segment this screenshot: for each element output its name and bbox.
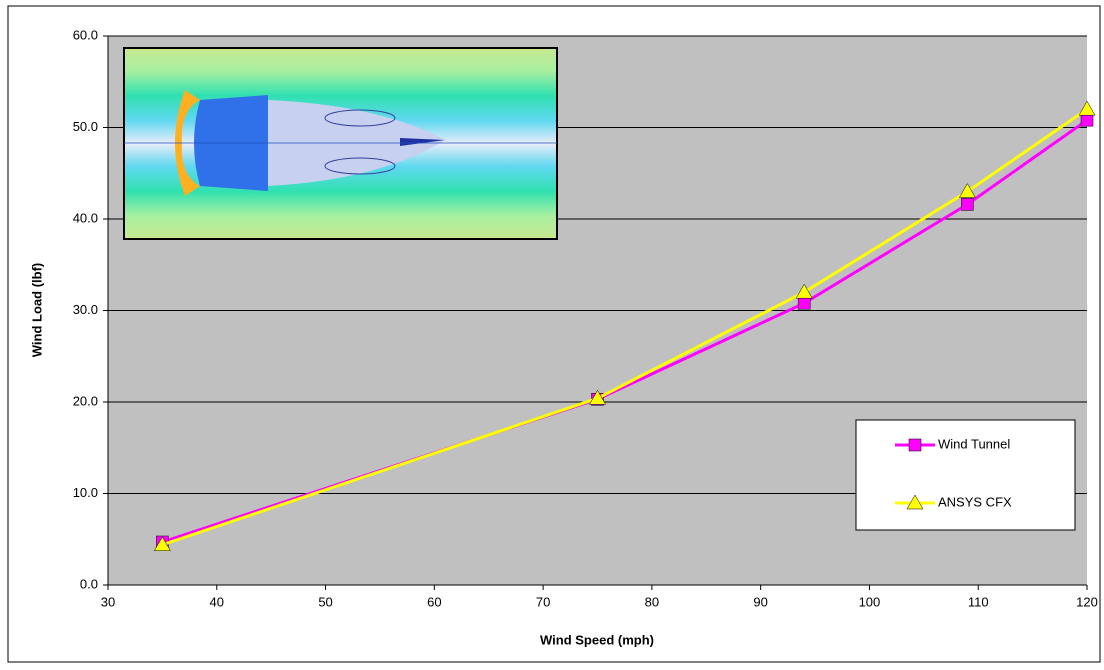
legend-marker bbox=[908, 438, 922, 452]
legend-label: Wind Tunnel bbox=[938, 436, 1010, 451]
x-tick-label: 80 bbox=[645, 594, 659, 609]
marker bbox=[589, 389, 606, 405]
y-tick-label: 30.0 bbox=[73, 302, 98, 317]
marker bbox=[958, 183, 976, 198]
y-tick-label: 0.0 bbox=[80, 576, 98, 591]
inset-wake-core bbox=[400, 138, 445, 146]
inset-vortex bbox=[324, 109, 396, 127]
marker bbox=[797, 296, 811, 310]
y-axis-label: Wind Load (lbf) bbox=[29, 263, 44, 357]
marker bbox=[153, 536, 171, 551]
y-tick-label: 10.0 bbox=[73, 485, 98, 500]
x-tick-label: 70 bbox=[536, 594, 550, 609]
x-axis-label: Wind Speed (mph) bbox=[540, 632, 654, 647]
x-tick-label: 30 bbox=[101, 594, 115, 609]
inset-vortex bbox=[324, 157, 396, 175]
x-tick-label: 120 bbox=[1076, 594, 1098, 609]
y-tick-label: 40.0 bbox=[73, 210, 98, 225]
y-tick-label: 20.0 bbox=[73, 393, 98, 408]
y-tick-label: 60.0 bbox=[73, 27, 98, 42]
x-tick-label: 60 bbox=[427, 594, 441, 609]
legend-label: ANSYS CFX bbox=[938, 494, 1012, 509]
inset-body-edge bbox=[175, 90, 200, 196]
x-tick-label: 40 bbox=[210, 594, 224, 609]
inset-image bbox=[123, 47, 558, 240]
legend bbox=[855, 419, 1076, 531]
x-tick-label: 50 bbox=[318, 594, 332, 609]
legend-marker bbox=[906, 494, 924, 510]
y-tick-label: 50.0 bbox=[73, 119, 98, 134]
x-tick-label: 110 bbox=[968, 594, 989, 609]
marker bbox=[961, 198, 974, 211]
marker bbox=[1080, 113, 1094, 127]
x-tick-label: 100 bbox=[859, 594, 881, 609]
x-tick-label: 90 bbox=[753, 594, 767, 609]
marker bbox=[795, 283, 813, 299]
marker bbox=[1078, 100, 1096, 116]
